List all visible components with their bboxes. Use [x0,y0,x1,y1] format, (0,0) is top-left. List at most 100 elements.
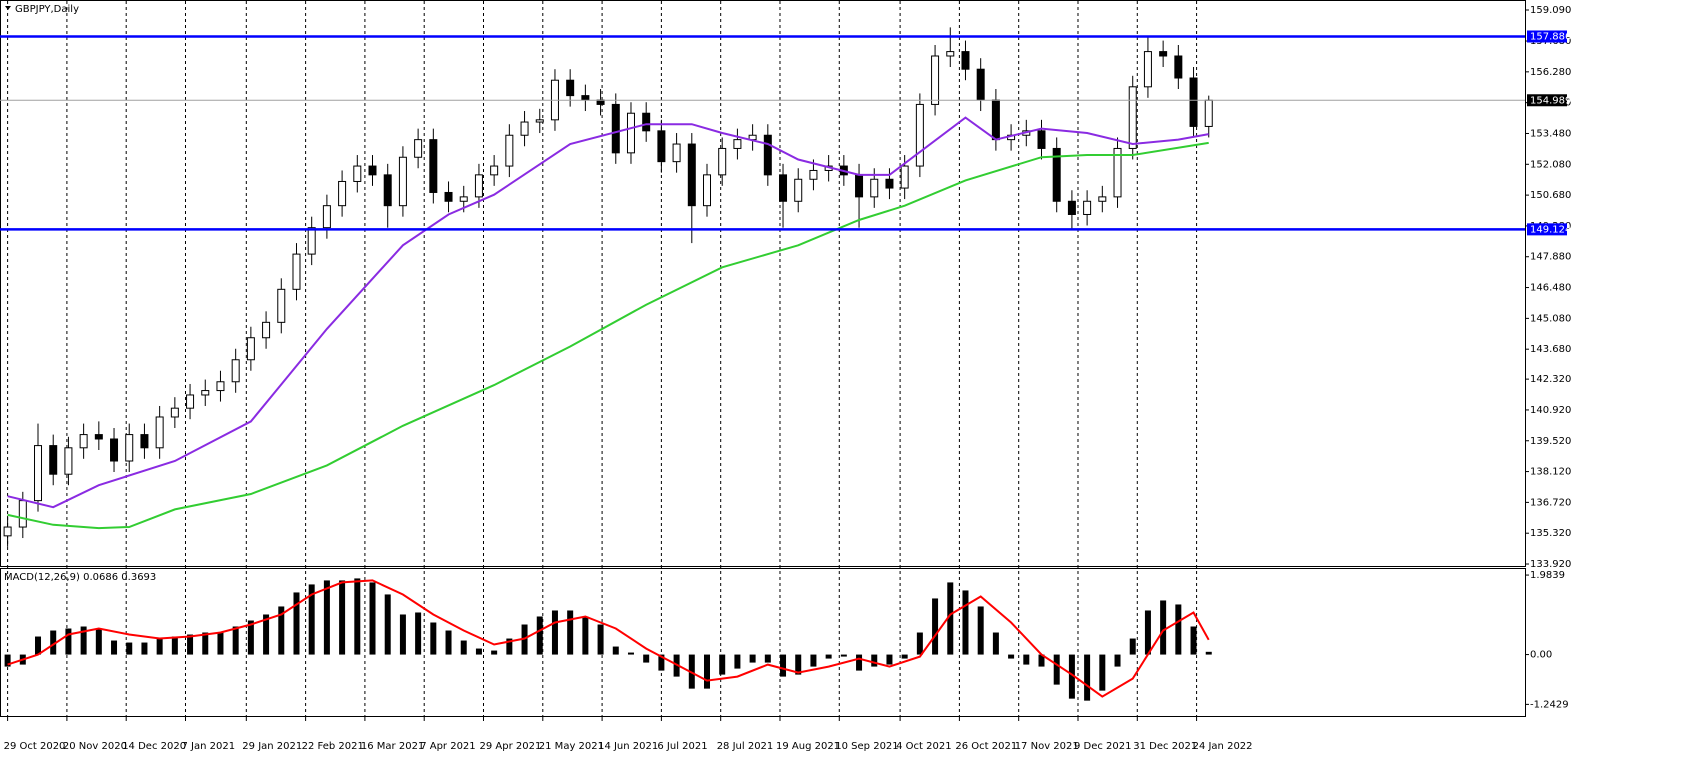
macd-bar [977,606,984,655]
macd-bar [582,616,589,655]
candle-body [414,139,423,158]
candle-body [1098,196,1107,202]
y-tick-label: 140.920 [1530,405,1571,416]
moving-average [7,141,1209,530]
candle-body [1204,99,1213,127]
level-box [1527,223,1567,236]
current-price-box [1527,94,1567,107]
macd-bar [1008,654,1015,659]
y-tick-label: -1.2429 [1530,699,1569,710]
candle-body [216,381,225,392]
macd-bar [780,654,787,677]
candle-body [231,359,240,383]
candle-body [474,174,483,198]
candle-body [490,165,499,176]
x-tick-label: 14 Dec 2020 [122,741,186,752]
macd-bar [232,626,239,655]
macd-bar [810,654,817,667]
candle-body [262,321,271,339]
candle-body [855,174,864,198]
candle-body [1159,51,1168,57]
macd-bar [399,614,406,655]
x-tick-label: 14 Jun 2021 [598,741,658,752]
macd-bar [1144,610,1151,655]
candle-body [338,180,347,207]
level-box [1527,30,1567,43]
candle-body [125,434,134,462]
macd-bar [1038,654,1045,667]
macd-bar [95,628,102,655]
candle-body [277,288,286,323]
candle-body [763,134,772,176]
candle-body [34,445,43,502]
macd-bar [856,654,863,671]
macd-bar [111,640,118,655]
macd-bar [430,622,437,655]
x-tick-label: 28 Jul 2021 [717,741,774,752]
macd-bar [187,634,194,655]
y-tick-label: 146.480 [1530,283,1571,294]
candle-body [900,165,909,189]
candle-body [642,112,651,132]
candle-body [976,68,985,101]
macd-bar [460,640,467,655]
macd-bar [65,628,72,655]
x-tick-label: 29 Jan 2021 [242,741,302,752]
candle-body [3,526,12,537]
macd-bar [825,654,832,659]
candle-body [1052,147,1061,202]
macd-bar [612,646,619,655]
macd-panel [0,568,1526,717]
y-tick-label: 145.080 [1530,313,1571,324]
x-tick-label: 17 Nov 2021 [1015,741,1079,752]
candle-body [94,434,103,440]
candle-body [1037,130,1046,149]
macd-bar [156,638,163,655]
candle-body [961,51,970,70]
candle-body [155,416,164,449]
x-tick-label: 26 Oct 2021 [955,741,1017,752]
macd-bar [171,636,178,655]
macd-bar [4,654,11,667]
candle-body [1113,147,1122,198]
candle-body [1128,86,1137,149]
chart-title: GBPJPY,Daily [15,4,79,15]
y-tick-label: 139.520 [1530,436,1571,447]
y-tick-label: 150.680 [1530,190,1571,201]
macd-bar [840,654,847,657]
macd-bar [475,648,482,655]
y-tick-label: 153.480 [1530,128,1571,139]
candle-body [1083,200,1092,215]
candle-body [946,51,955,57]
candle-body [915,103,924,167]
candle-body [703,174,712,207]
candle-body [687,143,696,207]
candle-body [353,165,362,182]
candle-body [931,55,940,105]
x-tick-label: 29 Oct 2020 [4,741,66,752]
macd-bar [658,654,665,671]
macd-bar [35,636,42,655]
x-tick-label: 7 Jan 2021 [181,741,235,752]
candle-body [611,103,620,154]
macd-bar [643,654,650,663]
y-tick-label: 142.320 [1530,374,1571,385]
macd-bar [1099,654,1106,691]
macd-bar [551,610,558,655]
macd-bar [1114,654,1121,667]
candle-body [718,147,727,176]
level-label: 149.124 [1530,224,1571,235]
macd-bar [1053,654,1060,685]
moving-average [7,116,1209,509]
y-tick-label: 147.880 [1530,252,1571,263]
x-tick-label: 24 Jan 2022 [1193,741,1253,752]
macd-bar [278,606,285,655]
x-tick-label: 16 Mar 2021 [361,741,424,752]
macd-bar [627,652,634,655]
macd-bar [384,594,391,655]
macd-bar [947,582,954,655]
candle-body [626,112,635,154]
candle-body [733,139,742,149]
macd-bar [491,650,498,655]
